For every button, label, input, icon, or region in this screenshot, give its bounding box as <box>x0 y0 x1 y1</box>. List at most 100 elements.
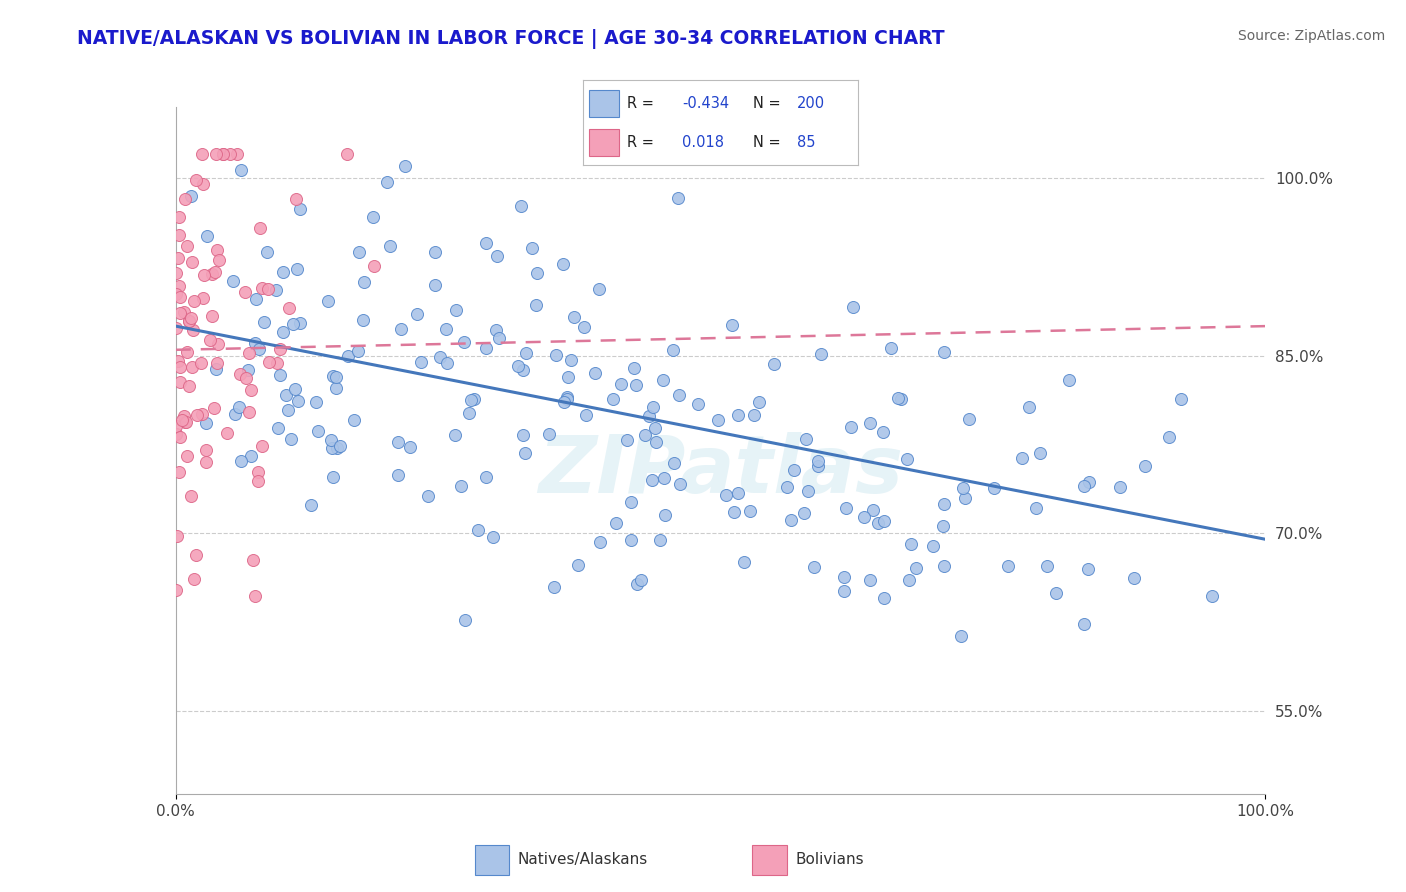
Point <box>250 439 273 453</box>
Point <box>620 494 643 508</box>
Point <box>1077 562 1099 576</box>
Point <box>512 428 534 442</box>
Point <box>897 573 920 587</box>
Point <box>256 244 278 259</box>
Point <box>1059 373 1081 387</box>
Point <box>574 319 596 334</box>
Point <box>434 321 457 335</box>
Point <box>583 366 606 380</box>
Point <box>387 468 409 483</box>
Point <box>890 392 912 406</box>
Point <box>630 573 652 587</box>
Point <box>183 572 205 586</box>
Point <box>208 253 231 268</box>
Point <box>165 321 187 335</box>
Point <box>211 147 233 161</box>
Point <box>347 244 370 259</box>
Point <box>280 432 302 446</box>
Point <box>285 262 308 277</box>
Bar <box>752 845 787 875</box>
Point <box>211 147 233 161</box>
Point <box>896 452 918 467</box>
Point <box>762 357 785 371</box>
Point <box>624 378 647 392</box>
Point <box>173 415 195 429</box>
Point <box>1073 616 1095 631</box>
Point <box>832 584 855 599</box>
Point <box>173 409 195 424</box>
Point <box>167 466 190 480</box>
Point <box>245 589 267 603</box>
Point <box>482 530 505 544</box>
Point <box>1045 586 1067 600</box>
Point <box>235 370 257 384</box>
Point <box>337 349 360 363</box>
Point <box>463 392 485 407</box>
Point <box>229 162 252 177</box>
Point <box>343 413 366 427</box>
Point <box>423 245 446 260</box>
Point <box>866 516 889 531</box>
Point <box>588 535 610 549</box>
Point <box>321 442 343 456</box>
Point <box>957 412 980 426</box>
Point <box>284 382 307 396</box>
Point <box>668 388 690 402</box>
Point <box>172 413 194 427</box>
Point <box>1011 450 1033 465</box>
Point <box>575 408 598 422</box>
Point <box>322 470 344 484</box>
Point <box>398 440 420 454</box>
Point <box>346 344 368 359</box>
Point <box>733 555 755 569</box>
Point <box>307 424 329 438</box>
Point <box>165 287 187 301</box>
Point <box>167 211 190 225</box>
Point <box>842 300 865 314</box>
Point <box>664 456 686 470</box>
Point <box>325 441 347 455</box>
Point <box>249 221 271 235</box>
Point <box>779 513 801 527</box>
Point <box>839 420 862 434</box>
Point <box>247 465 270 479</box>
Point <box>238 345 260 359</box>
Point <box>177 314 200 328</box>
Point <box>176 239 198 253</box>
Bar <box>475 845 509 875</box>
Point <box>508 359 530 374</box>
Point <box>181 255 204 269</box>
Point <box>284 192 307 206</box>
Point <box>662 343 685 357</box>
Point <box>450 479 472 493</box>
Point <box>176 345 198 359</box>
Point <box>644 434 666 449</box>
Point <box>363 259 385 273</box>
Point <box>247 343 270 357</box>
Point <box>474 341 496 355</box>
Point <box>233 285 256 299</box>
Point <box>707 413 730 427</box>
Point <box>277 301 299 315</box>
Point <box>165 582 187 597</box>
Point <box>256 282 278 296</box>
Point <box>409 355 432 369</box>
Point <box>205 362 228 376</box>
Text: R =: R = <box>627 95 659 111</box>
Point <box>567 558 589 573</box>
Point <box>475 236 498 251</box>
Point <box>1025 501 1047 516</box>
Point <box>207 337 229 351</box>
Point <box>264 283 287 297</box>
Point <box>166 353 188 368</box>
Point <box>204 147 226 161</box>
Point <box>602 392 624 407</box>
Point <box>510 199 533 213</box>
Point <box>169 290 191 304</box>
Bar <box>589 89 619 117</box>
Point <box>387 434 409 449</box>
Point <box>180 311 202 326</box>
Point <box>252 281 274 295</box>
Point <box>738 504 761 518</box>
Point <box>512 363 534 377</box>
